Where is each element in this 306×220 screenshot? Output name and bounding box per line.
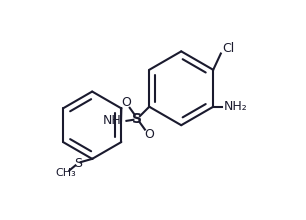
Text: NH: NH	[102, 114, 121, 127]
Text: O: O	[144, 128, 154, 141]
Text: O: O	[121, 96, 131, 109]
Text: Cl: Cl	[222, 42, 234, 55]
Text: CH₃: CH₃	[56, 168, 76, 178]
Text: NH₂: NH₂	[224, 100, 248, 113]
Text: S: S	[74, 157, 82, 170]
Text: S: S	[132, 112, 142, 126]
